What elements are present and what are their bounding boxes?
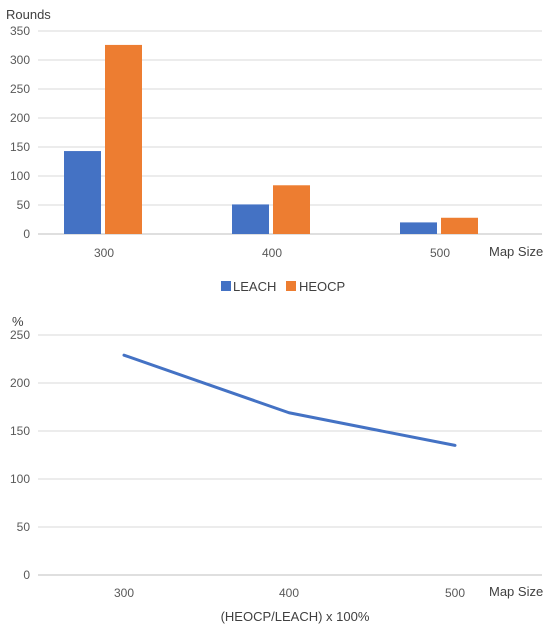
- y-tick-label: 200: [10, 376, 30, 390]
- line-chart-x-axis-title: Map Size: [489, 584, 543, 599]
- bar-chart-x-ticks: 300 400 500: [94, 246, 450, 260]
- y-tick-label: 250: [10, 82, 30, 96]
- y-tick-label: 50: [17, 520, 31, 534]
- y-tick-label: 100: [10, 169, 30, 183]
- line-chart-series: [122, 353, 457, 447]
- line-chart-y-ticks: 0 50 100 150 200 250: [10, 328, 30, 582]
- legend-swatch-heocp: [286, 281, 296, 291]
- legend-label-heocp: HEOCP: [299, 279, 345, 294]
- line-chart-y-axis-title: %: [12, 314, 24, 329]
- x-tick-label: 400: [262, 246, 282, 260]
- bar-chart-bars: [64, 44, 478, 234]
- y-tick-label: 50: [17, 198, 31, 212]
- bar-chart-y-axis-title: Rounds: [6, 7, 51, 22]
- series-line: [122, 353, 457, 447]
- bar-chart-x-axis-title: Map Size: [489, 244, 543, 259]
- y-tick-label: 150: [10, 140, 30, 154]
- x-tick-label: 400: [279, 586, 299, 600]
- bar-leach-400: [232, 204, 269, 234]
- line-chart-caption: (HEOCP/LEACH) x 100%: [221, 609, 370, 624]
- y-tick-label: 0: [23, 568, 30, 582]
- y-tick-label: 150: [10, 424, 30, 438]
- x-tick-label: 300: [94, 246, 114, 260]
- legend-swatch-leach: [221, 281, 231, 291]
- y-tick-label: 250: [10, 328, 30, 342]
- legend-label-leach: LEACH: [233, 279, 276, 294]
- legend-item-heocp: HEOCP: [286, 279, 345, 294]
- x-tick-label: 500: [430, 246, 450, 260]
- y-tick-label: 300: [10, 53, 30, 67]
- bar-leach-500: [400, 222, 437, 234]
- x-tick-label: 500: [445, 586, 465, 600]
- y-tick-label: 200: [10, 111, 30, 125]
- bar-heocp-500: [441, 217, 478, 234]
- bar-heocp-400: [273, 185, 310, 234]
- x-tick-label: 300: [114, 586, 134, 600]
- line-chart-gridlines: [38, 334, 542, 576]
- bar-leach-300: [64, 151, 101, 234]
- bar-chart: 0 50 100 150 200 250 300 350 300 400 500 Rounds M…: [6, 7, 543, 294]
- bar-heocp-300: [105, 44, 142, 234]
- y-tick-label: 350: [10, 24, 30, 38]
- line-chart-x-ticks: 300 400 500: [114, 586, 465, 600]
- legend-item-leach: LEACH: [221, 279, 276, 294]
- y-tick-label: 0: [23, 227, 30, 241]
- y-tick-label: 100: [10, 472, 30, 486]
- line-chart: 0 50 100 150 200 250 300 400 500 % Map Size (HE…: [10, 314, 543, 624]
- bar-chart-y-ticks: 0 50 100 150 200 250 300 350: [10, 24, 30, 241]
- legend: LEACH HEOCP: [221, 279, 345, 294]
